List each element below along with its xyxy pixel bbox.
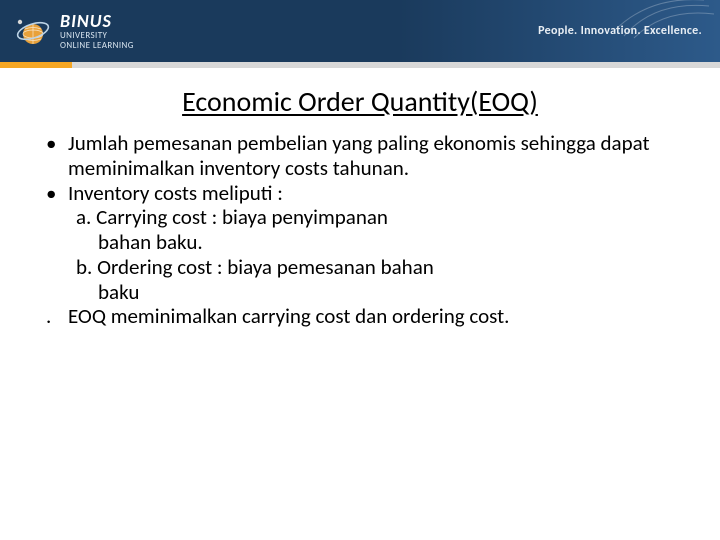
bullet-2b-line1: b. Ordering cost : biaya pemesanan bahan: [46, 255, 674, 280]
slide-title: Economic Order Quantity(EOQ): [0, 84, 720, 119]
bullet-3-text: EOQ meminimalkan carrying cost dan order…: [68, 304, 509, 329]
bullet-marker: •: [46, 181, 68, 206]
slide-content: • Jumlah pemesanan pembelian yang paling…: [0, 119, 720, 329]
bullet-marker: •: [46, 131, 68, 181]
brand-subline-2: ONLINE LEARNING: [60, 41, 134, 50]
corner-decoration: [614, 0, 720, 44]
bullet-marker-period: .: [46, 304, 68, 329]
bullet-2a-line2: bahan baku.: [46, 230, 674, 255]
logo-group: BINUS UNIVERSITY ONLINE LEARNING: [14, 12, 134, 50]
bullet-2-text: Inventory costs meliputi :: [68, 181, 674, 206]
brand-name: BINUS: [60, 12, 134, 30]
brand-subline-1: UNIVERSITY: [60, 31, 134, 40]
bullet-2: • Inventory costs meliputi :: [46, 181, 674, 206]
logo-text: BINUS UNIVERSITY ONLINE LEARNING: [60, 12, 134, 50]
bullet-1: • Jumlah pemesanan pembelian yang paling…: [46, 131, 674, 181]
header-bar: BINUS UNIVERSITY ONLINE LEARNING People.…: [0, 0, 720, 62]
bullet-3: . EOQ meminimalkan carrying cost dan ord…: [46, 304, 674, 329]
slide: BINUS UNIVERSITY ONLINE LEARNING People.…: [0, 0, 720, 540]
bullet-1-text: Jumlah pemesanan pembelian yang paling e…: [68, 131, 674, 181]
bullet-2a-line1: a. Carrying cost : biaya penyimpanan: [46, 205, 674, 230]
header-underline: [0, 62, 720, 68]
bullet-2b-line2: baku: [46, 280, 674, 305]
binus-logo-icon: [14, 12, 52, 50]
